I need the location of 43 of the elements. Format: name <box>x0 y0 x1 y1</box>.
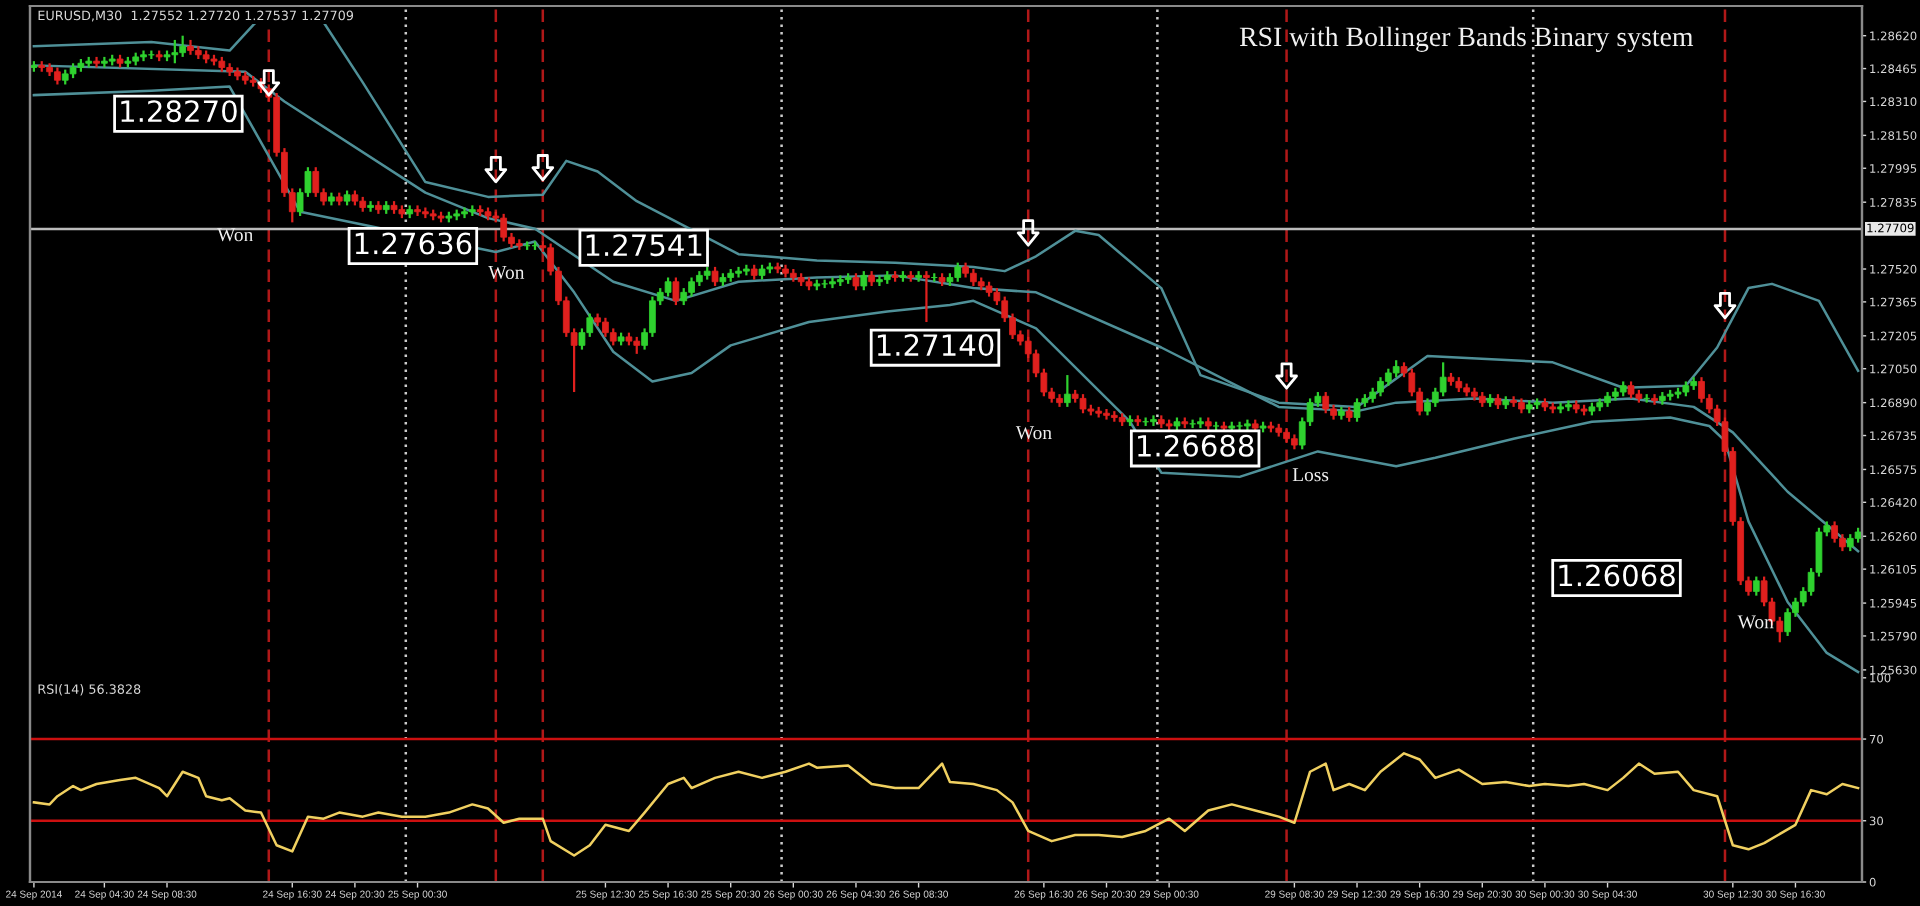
candlestick <box>1510 395 1517 408</box>
candlestick <box>312 166 320 199</box>
candlestick <box>1197 416 1204 430</box>
candlestick <box>414 204 421 218</box>
candlestick <box>688 276 695 298</box>
candlestick <box>500 212 508 243</box>
candlestick <box>1079 393 1087 415</box>
annotation: 1.28270 <box>121 100 237 123</box>
candlestick <box>672 276 680 307</box>
candlestick <box>1377 376 1384 398</box>
candlestick <box>602 316 609 338</box>
candlestick <box>1103 407 1110 421</box>
candlestick <box>1752 575 1760 597</box>
candlestick <box>711 265 719 288</box>
annotation: 1.27636 <box>355 232 472 255</box>
annotation: 1.26068 <box>1559 564 1675 587</box>
annotation: 1.26688 <box>1138 434 1254 457</box>
annotation: 1.27541 <box>586 234 702 257</box>
annotation: Loss <box>1292 468 1329 482</box>
candlestick <box>1831 520 1838 544</box>
candlestick <box>915 270 922 283</box>
candlestick <box>1322 390 1330 415</box>
annotation: Won <box>1737 615 1774 629</box>
candlestick <box>179 34 187 59</box>
candlestick <box>1439 361 1447 398</box>
annotation: 1.27140 <box>877 334 994 357</box>
candlestick <box>1353 397 1361 423</box>
candlestick <box>367 200 374 213</box>
candlestick <box>664 276 672 298</box>
candlestick <box>1150 414 1157 428</box>
line-series <box>32 752 1860 857</box>
candlestick <box>860 270 868 292</box>
candlestick <box>187 38 194 56</box>
annotation: Won <box>488 266 525 280</box>
candlestick <box>1651 393 1658 406</box>
text: RSI with Bollinger Bands Binary system <box>1239 26 1694 52</box>
candlestick <box>1063 373 1071 408</box>
annotation: Won <box>217 228 254 242</box>
candlestick <box>171 38 179 65</box>
candlestick <box>954 261 962 283</box>
candlestick <box>876 274 883 288</box>
candlestick <box>923 270 930 324</box>
line-series <box>32 85 1860 674</box>
